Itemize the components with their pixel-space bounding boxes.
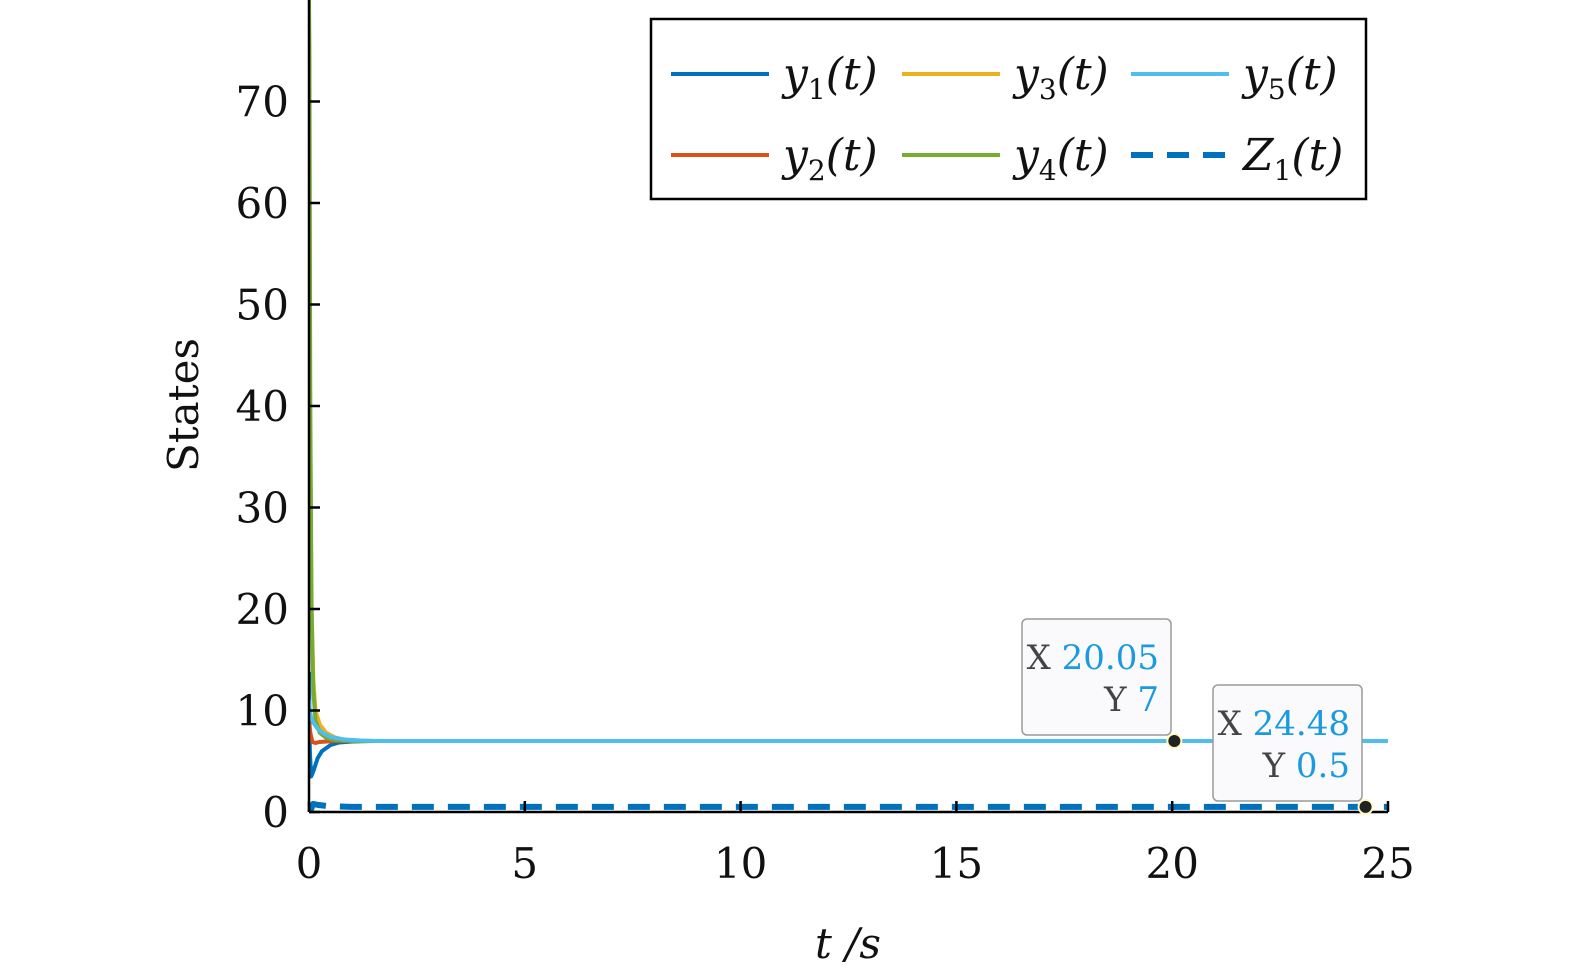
datatip-marker[interactable] (1357, 798, 1374, 815)
legend-label-6: Z1(t) (1241, 130, 1343, 187)
data-tips: X 20.05Y 7X 24.48Y 0.5 (1021, 618, 1374, 815)
x-axis-title: t /s (815, 919, 881, 968)
y-tick-label: 50 (236, 281, 289, 330)
y-axis-title: States (159, 338, 208, 472)
axes (307, 0, 1390, 814)
y-tick-label: 0 (262, 788, 289, 837)
y-tick-label: 20 (236, 585, 289, 634)
datatip-2[interactable]: X 24.48Y 0.5 (1212, 684, 1374, 815)
x-tick-label: 5 (511, 839, 538, 888)
datatip-x-row: X 24.48 (1218, 704, 1350, 744)
legend: y1(t) y2(t) y3(t) y4(t) y5(t) Z1(t) (649, 17, 1368, 201)
series-line-5 (309, 700, 1388, 743)
x-tick-label: 10 (714, 839, 767, 888)
y-tick-label: 30 (236, 484, 289, 533)
y-tick-label: 40 (236, 382, 289, 431)
tick-labels: 0 5 10 15 20 25 0 10 20 30 40 50 60 70 (236, 78, 1415, 889)
series-line-6 (309, 800, 1388, 812)
legend-box (649, 17, 1368, 201)
datatip-box (1212, 684, 1363, 802)
x-tick-label: 0 (296, 839, 323, 888)
datatip-x-row: X 20.05 (1027, 638, 1159, 678)
datatip-1[interactable]: X 20.05Y 7 (1021, 618, 1183, 749)
datatip-y-row: Y 0.5 (1262, 746, 1350, 786)
datatip-box (1021, 618, 1172, 736)
y-tick-label: 70 (236, 78, 289, 127)
legend-label-2: y2(t) (781, 130, 878, 187)
x-tick-label: 20 (1145, 839, 1198, 888)
datatip-y-row: Y 7 (1103, 680, 1159, 720)
y-tick-label: 10 (236, 687, 289, 736)
legend-label-3: y3(t) (1012, 49, 1109, 106)
x-tick-label: 25 (1361, 839, 1414, 888)
legend-label-1: y1(t) (781, 49, 878, 106)
x-tick-label: 15 (930, 839, 983, 888)
legend-label-4: y4(t) (1012, 130, 1109, 187)
datatip-marker[interactable] (1166, 732, 1183, 749)
y-tick-label: 60 (236, 179, 289, 228)
legend-label-5: y5(t) (1241, 49, 1338, 106)
